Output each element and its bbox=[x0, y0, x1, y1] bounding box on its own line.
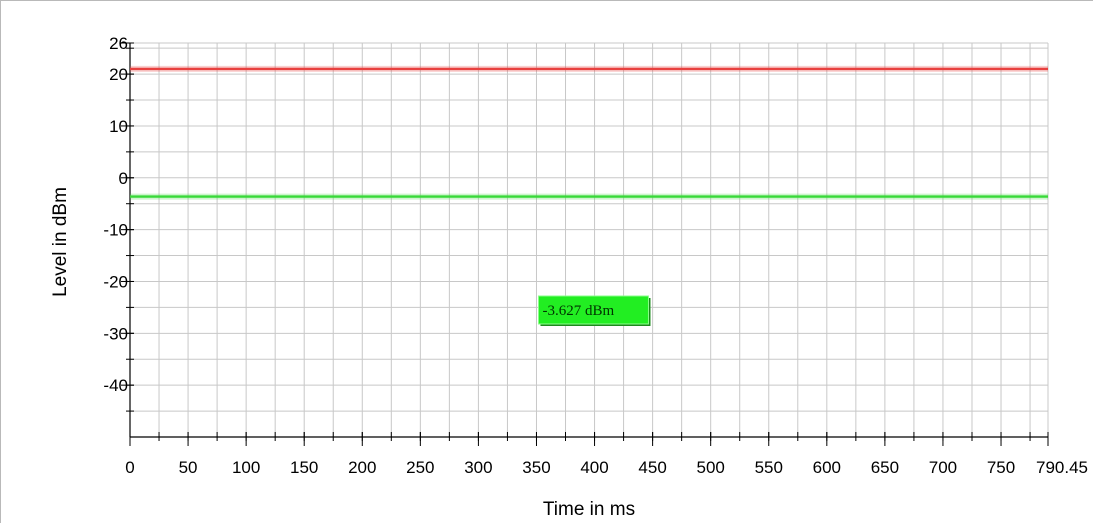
grid bbox=[130, 42, 1049, 437]
x-tick-label: 350 bbox=[522, 458, 550, 477]
x-tick-label: 750 bbox=[987, 458, 1015, 477]
x-tick-label: 300 bbox=[464, 458, 492, 477]
x-tick-label: 450 bbox=[638, 458, 666, 477]
y-tick-label: -30 bbox=[103, 324, 128, 343]
y-axis-title: Level in dBm bbox=[50, 187, 71, 297]
value-label: -3.627 dBm bbox=[542, 303, 614, 319]
x-axis-title: Time in ms bbox=[543, 499, 635, 520]
annotations: -3.627 dBm bbox=[537, 295, 651, 326]
x-tick-label: 250 bbox=[406, 458, 434, 477]
x-tick-label: 700 bbox=[929, 458, 957, 477]
value-label-box bbox=[537, 295, 649, 325]
y-tick-label: 10 bbox=[109, 117, 128, 136]
x-tick-label: 650 bbox=[871, 458, 899, 477]
x-tick-label: 790.45 bbox=[1036, 458, 1088, 477]
series-group bbox=[130, 65, 1048, 200]
y-tick-label: 26 bbox=[109, 34, 128, 53]
x-tick-label: 500 bbox=[696, 458, 724, 477]
y-tick-label: 20 bbox=[109, 65, 128, 84]
y-tick-label: -10 bbox=[103, 221, 128, 240]
x-tick-label: 50 bbox=[179, 458, 198, 477]
x-tick-label: 400 bbox=[580, 458, 608, 477]
x-tick-label: 150 bbox=[290, 458, 318, 477]
x-tick-label: 550 bbox=[755, 458, 783, 477]
x-tick-label: 600 bbox=[813, 458, 841, 477]
x-tick-label: 0 bbox=[125, 458, 134, 477]
y-tick-label: 0 bbox=[119, 169, 128, 188]
axes bbox=[121, 42, 1049, 446]
x-tick-label: 200 bbox=[348, 458, 376, 477]
y-tick-label: -40 bbox=[103, 376, 128, 395]
y-tick-label: -20 bbox=[103, 272, 128, 291]
x-tick-label: 100 bbox=[232, 458, 260, 477]
